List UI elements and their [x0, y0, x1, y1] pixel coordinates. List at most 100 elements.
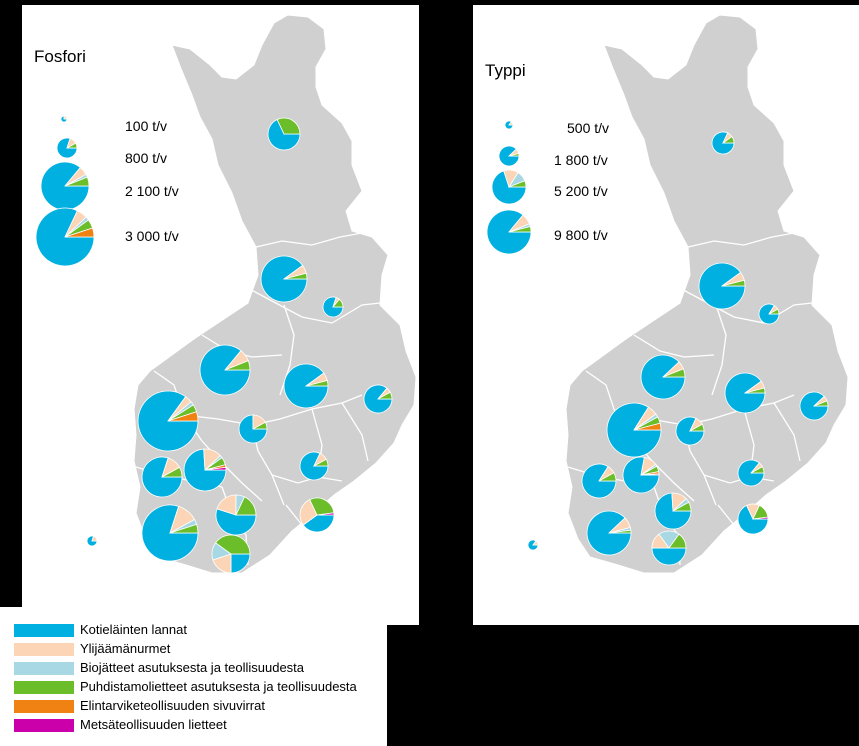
pie-slice	[721, 279, 746, 287]
phosphorus-pie	[141, 456, 183, 498]
nitrogen-pie	[606, 402, 662, 458]
phosphorus-pie	[35, 207, 95, 267]
legend-swatch	[14, 700, 74, 713]
nitrogen-pie	[640, 354, 686, 400]
nitrogen-pie	[586, 510, 632, 556]
region-border	[773, 402, 801, 462]
pie-slice	[508, 180, 527, 188]
nitrogen-pie	[737, 459, 765, 487]
nitrogen-pie	[758, 303, 780, 325]
pie-slice	[675, 416, 705, 446]
nitrogen-pie	[622, 456, 660, 494]
pie-slice	[230, 553, 251, 574]
phosphorus-pie	[141, 504, 199, 562]
phosphorus-pie	[40, 161, 90, 211]
region-border	[673, 284, 813, 324]
nitrogen-pie	[491, 169, 527, 205]
legend-label: Puhdistamolietteet asutuksesta ja teolli…	[80, 679, 357, 694]
pie-slice	[721, 135, 735, 144]
pie-slice	[813, 400, 829, 407]
region-border	[687, 232, 795, 248]
pie-slice	[35, 207, 95, 267]
region-border	[633, 334, 715, 358]
region-border	[711, 304, 727, 396]
pie-slice	[689, 423, 705, 432]
phosphorus-pie	[322, 296, 344, 318]
pie-slice	[91, 535, 98, 542]
phosphorus-pie	[211, 534, 251, 574]
pie-slice	[744, 387, 766, 394]
pie-slice	[302, 514, 335, 533]
phosphorus-pie	[199, 344, 251, 396]
phosphorus-pie	[183, 448, 227, 492]
region-border	[241, 284, 381, 324]
pie-slice	[299, 499, 318, 526]
region-border	[285, 504, 303, 550]
nitrogen-map-panel: Typpi 500 t/v 1 800 t/v 5 200 t/v 9 800 …	[473, 5, 859, 625]
region-border	[341, 402, 369, 462]
pie-slice	[283, 272, 308, 280]
phosphorus-pie	[299, 497, 335, 533]
nitrogen-pie	[498, 145, 520, 167]
nitrogen-pie	[527, 539, 539, 551]
pie-slice	[309, 497, 335, 516]
pie-slice	[60, 115, 68, 123]
pie-slice	[167, 411, 199, 422]
pie-slice	[215, 534, 251, 555]
pie-slice	[768, 308, 780, 315]
pie-slice	[668, 533, 687, 549]
legend-swatch	[14, 719, 74, 732]
legend-swatch	[14, 662, 74, 675]
pie-slice	[238, 414, 268, 444]
pie-slice	[752, 516, 769, 520]
pie-slice	[508, 121, 514, 126]
phosphorus-map-panel: Fosfori 100 t/v 800 t/v 2 100 t/v 3 000 …	[22, 5, 419, 625]
pie-slice	[672, 501, 692, 512]
legend-swatch	[14, 643, 74, 656]
nitrogen-pie	[737, 503, 769, 535]
pie-slice	[66, 142, 78, 149]
pie-slice	[651, 547, 687, 566]
pie-slice	[377, 391, 393, 400]
region-border	[271, 474, 343, 484]
pie-slice	[633, 422, 662, 431]
pie-slice	[508, 153, 520, 157]
legend-swatch	[14, 624, 74, 637]
nitrogen-pie	[799, 391, 829, 421]
phosphorus-scale-label-4: 3 000 t/v	[125, 228, 179, 244]
pie-slice	[252, 421, 268, 430]
phosphorus-pie	[260, 255, 308, 303]
pie-slice	[276, 117, 301, 135]
region-border	[255, 232, 363, 248]
phosphorus-pie	[238, 414, 268, 444]
phosphorus-pie	[56, 137, 78, 159]
pie-slice	[299, 451, 329, 481]
nitrogen-pie	[711, 131, 735, 155]
nitrogen-pie	[581, 463, 617, 499]
nitrogen-pie	[486, 209, 532, 255]
phosphorus-map	[35, 14, 417, 574]
pie-slice	[161, 466, 183, 478]
pie-slice	[305, 380, 329, 387]
phosphorus-pie	[215, 494, 257, 536]
phosphorus-title: Fosfori	[34, 47, 86, 66]
pie-slice	[40, 161, 90, 211]
nitrogen-pie	[675, 416, 705, 446]
nitrogen-scale-label-2: 1 800 t/v	[554, 152, 608, 168]
legend-swatch	[14, 681, 74, 694]
pie-slice	[56, 137, 78, 159]
pie-slice	[204, 466, 227, 471]
legend-label: Biojätteet asutuksesta ja teollisuudesta	[80, 660, 305, 675]
legend-label: Metsäteollisuuden lietteet	[80, 717, 227, 732]
phosphorus-scale-label-3: 2 100 t/v	[125, 183, 179, 199]
pie-slice	[608, 529, 632, 534]
pie-slice	[313, 458, 329, 467]
nitrogen-pie	[724, 372, 766, 414]
pie-slice	[224, 360, 251, 371]
pie-slice	[64, 176, 90, 187]
nitrogen-scale-label-3: 5 200 t/v	[554, 183, 608, 199]
pie-slice	[363, 384, 393, 414]
legend-label: Ylijäämänurmet	[80, 641, 171, 656]
nitrogen-pie	[698, 262, 746, 310]
phosphorus-pie	[86, 535, 98, 547]
